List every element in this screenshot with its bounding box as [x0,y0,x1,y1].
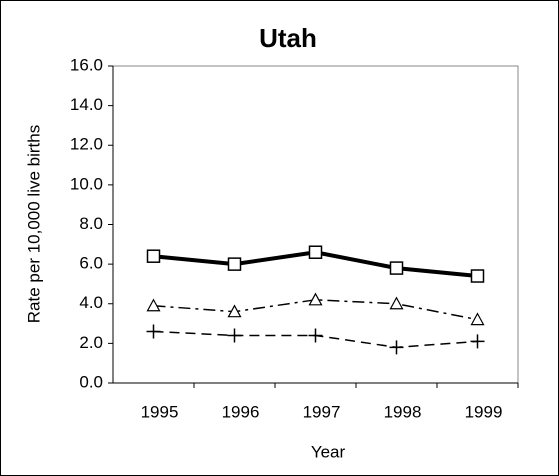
y-tick-label: 14.0 [70,95,103,114]
y-axis-label: Rate per 10,000 live births [24,125,43,323]
y-tick-label: 10.0 [70,174,103,193]
chart-title: Utah [259,23,317,53]
marker [389,340,404,355]
y-tick-label: 16.0 [70,55,103,74]
series-line [153,299,478,321]
x-tick-label: 1996 [222,402,260,421]
x-tick-label: 1998 [384,402,422,421]
y-tick-label: 12.0 [70,135,103,154]
marker [470,269,485,283]
marker [389,261,404,275]
y-tick-label: 6.0 [79,254,103,273]
marker [227,257,242,271]
y-tick-label: 4.0 [79,293,103,312]
marker [146,298,161,312]
marker [146,249,161,263]
y-tick-label: 8.0 [79,214,103,233]
x-tick-label: 1995 [141,402,179,421]
marker [470,334,485,349]
marker [308,292,323,306]
y-tick-label: 0.0 [79,372,103,391]
marker [389,296,404,310]
marker [308,328,323,343]
x-tick-label: 1999 [465,402,503,421]
marker [227,304,242,318]
y-tick-label: 2.0 [79,333,103,352]
marker [227,328,242,343]
x-tick-label: 1997 [303,402,341,421]
x-axis-label: Year [311,442,346,461]
marker [470,312,485,326]
marker [146,324,161,339]
marker [308,245,323,259]
